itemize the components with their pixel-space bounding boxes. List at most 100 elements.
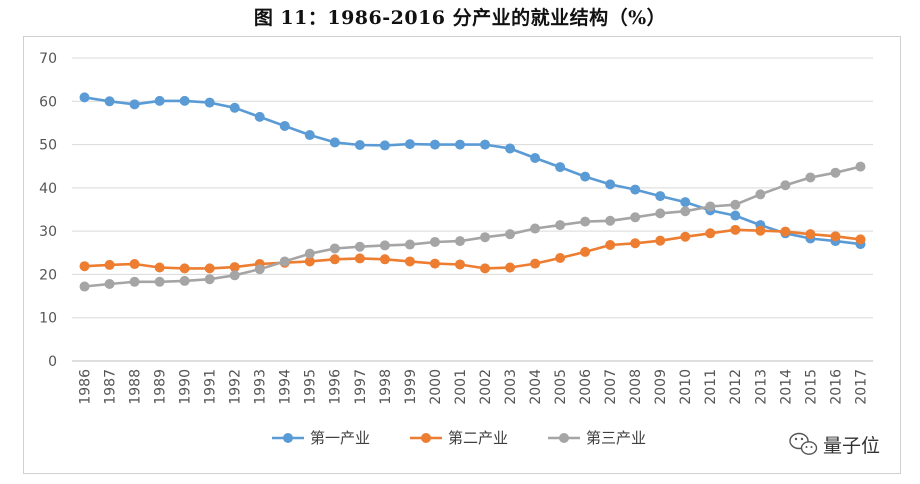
chart-title: 图 11：1986-2016 分产业的就业结构（%） — [253, 7, 667, 29]
x-tick-label: 1986 — [77, 369, 93, 405]
x-tick-label: 2008 — [628, 369, 644, 405]
data-point — [229, 262, 240, 273]
data-point — [454, 236, 465, 247]
data-point — [680, 197, 691, 208]
x-tick-label: 1987 — [102, 369, 118, 405]
watermark: 量子位 — [789, 432, 880, 457]
data-point — [830, 167, 841, 178]
data-point — [530, 223, 541, 234]
x-tick-label: 2016 — [828, 369, 844, 405]
data-point — [179, 275, 190, 286]
data-point — [655, 208, 666, 219]
data-point — [279, 120, 290, 131]
x-axis-ticks: 1986 1987 1988 1989 1990 1991 1992 1993 1994 1995… — [77, 369, 869, 405]
data-point — [780, 180, 791, 191]
data-point — [780, 226, 791, 237]
data-point — [379, 254, 390, 265]
x-tick-label: 2002 — [478, 369, 494, 405]
x-tick-label: 2010 — [678, 369, 694, 405]
data-point — [705, 228, 716, 239]
data-point — [229, 270, 240, 281]
y-tick-label: 0 — [48, 354, 57, 370]
data-point — [304, 256, 315, 267]
data-point — [530, 152, 541, 163]
x-tick-label: 2003 — [503, 369, 519, 405]
x-tick-label: 1992 — [228, 369, 244, 405]
data-point — [279, 256, 290, 267]
data-point — [805, 172, 816, 183]
data-point — [429, 139, 440, 150]
data-point — [254, 264, 265, 275]
data-point — [605, 179, 616, 190]
data-point — [505, 143, 516, 154]
data-point — [154, 276, 165, 287]
x-tick-label: 2001 — [453, 369, 469, 405]
x-tick-label: 2004 — [528, 369, 544, 405]
y-tick-label: 30 — [39, 224, 57, 240]
data-point — [680, 231, 691, 242]
x-tick-label: 2009 — [653, 369, 669, 405]
data-point — [505, 262, 516, 273]
legend: 第一产业 第二产业 第三产业 — [272, 429, 646, 447]
x-tick-label: 1990 — [178, 369, 194, 405]
data-point — [154, 95, 165, 106]
data-point — [229, 102, 240, 113]
data-point — [379, 240, 390, 251]
data-point — [630, 238, 641, 249]
legend-label: 第二产业 — [448, 429, 508, 447]
data-point — [129, 99, 140, 110]
data-point — [605, 215, 616, 226]
y-tick-label: 70 — [39, 51, 57, 67]
legend-item: 第一产业 — [272, 429, 370, 447]
data-point — [404, 139, 415, 150]
data-point — [705, 201, 716, 212]
x-tick-label: 1988 — [127, 369, 143, 405]
data-point — [179, 95, 190, 106]
data-point — [429, 258, 440, 269]
data-point — [655, 191, 666, 202]
data-point — [480, 232, 491, 243]
x-tick-label: 2000 — [428, 369, 444, 405]
data-point — [329, 243, 340, 254]
series-1 — [79, 92, 866, 250]
data-point — [454, 259, 465, 270]
x-tick-label: 2014 — [778, 369, 794, 405]
watermark-text: 量子位 — [823, 435, 880, 457]
data-point — [304, 130, 315, 141]
data-point — [79, 281, 90, 292]
data-point — [329, 254, 340, 265]
series-layer — [79, 92, 866, 292]
data-point — [204, 97, 215, 108]
data-point — [855, 234, 866, 245]
series-line — [84, 96, 861, 246]
data-point — [580, 246, 591, 257]
y-axis-ticks: 0 10 20 30 40 50 60 70 — [39, 51, 57, 370]
x-tick-label: 2017 — [853, 369, 869, 405]
data-point — [555, 220, 566, 231]
x-tick-label: 1995 — [303, 369, 319, 405]
y-tick-label: 10 — [39, 311, 57, 327]
data-point — [404, 239, 415, 250]
data-point — [805, 229, 816, 240]
x-tick-label: 1994 — [278, 369, 294, 405]
data-point — [204, 274, 215, 285]
data-point — [530, 258, 541, 269]
x-tick-label: 1996 — [328, 369, 344, 405]
y-tick-label: 40 — [39, 181, 57, 197]
data-point — [304, 248, 315, 259]
legend-label: 第三产业 — [586, 429, 646, 447]
data-point — [79, 92, 90, 103]
data-point — [755, 189, 766, 200]
series-3 — [79, 161, 866, 292]
x-tick-label: 1997 — [353, 369, 369, 405]
data-point — [480, 263, 491, 274]
y-tick-label: 50 — [39, 138, 57, 154]
data-point — [329, 137, 340, 148]
data-point — [655, 235, 666, 246]
data-point — [104, 96, 115, 107]
x-tick-label: 2007 — [603, 369, 619, 405]
data-point — [254, 111, 265, 122]
data-point — [730, 199, 741, 210]
data-point — [680, 206, 691, 217]
